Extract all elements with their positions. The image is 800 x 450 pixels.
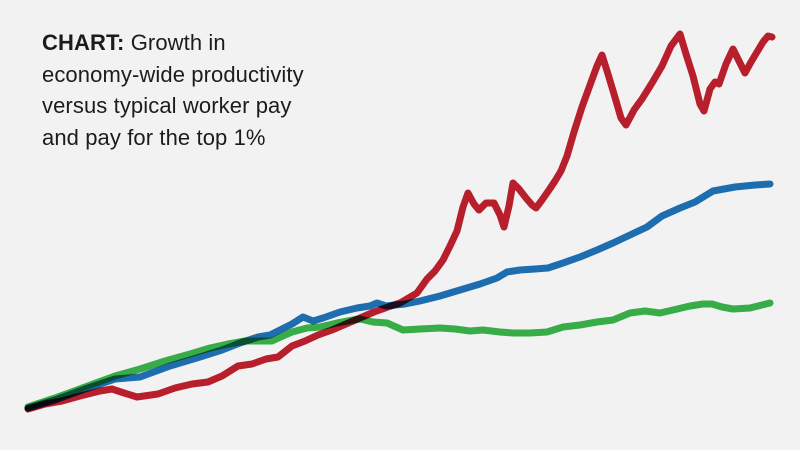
chart-title-line-4: and pay for the top 1%: [42, 124, 266, 150]
chart-title-line-1-rest: Growth in: [124, 30, 226, 55]
chart-title-line-2: economy-wide productivity: [42, 61, 304, 87]
series-productivity: [24, 180, 774, 412]
chart-title-line-1: CHART: Growth in: [42, 27, 352, 59]
chart-title: CHART: Growth in economy-wide productivi…: [42, 27, 352, 153]
chart-title-kicker: CHART:: [42, 30, 125, 55]
series-top-1-percent-pay: [24, 30, 776, 413]
chart-title-line-3: versus typical worker pay: [42, 93, 292, 118]
series-typical-worker-pay: [24, 299, 774, 411]
